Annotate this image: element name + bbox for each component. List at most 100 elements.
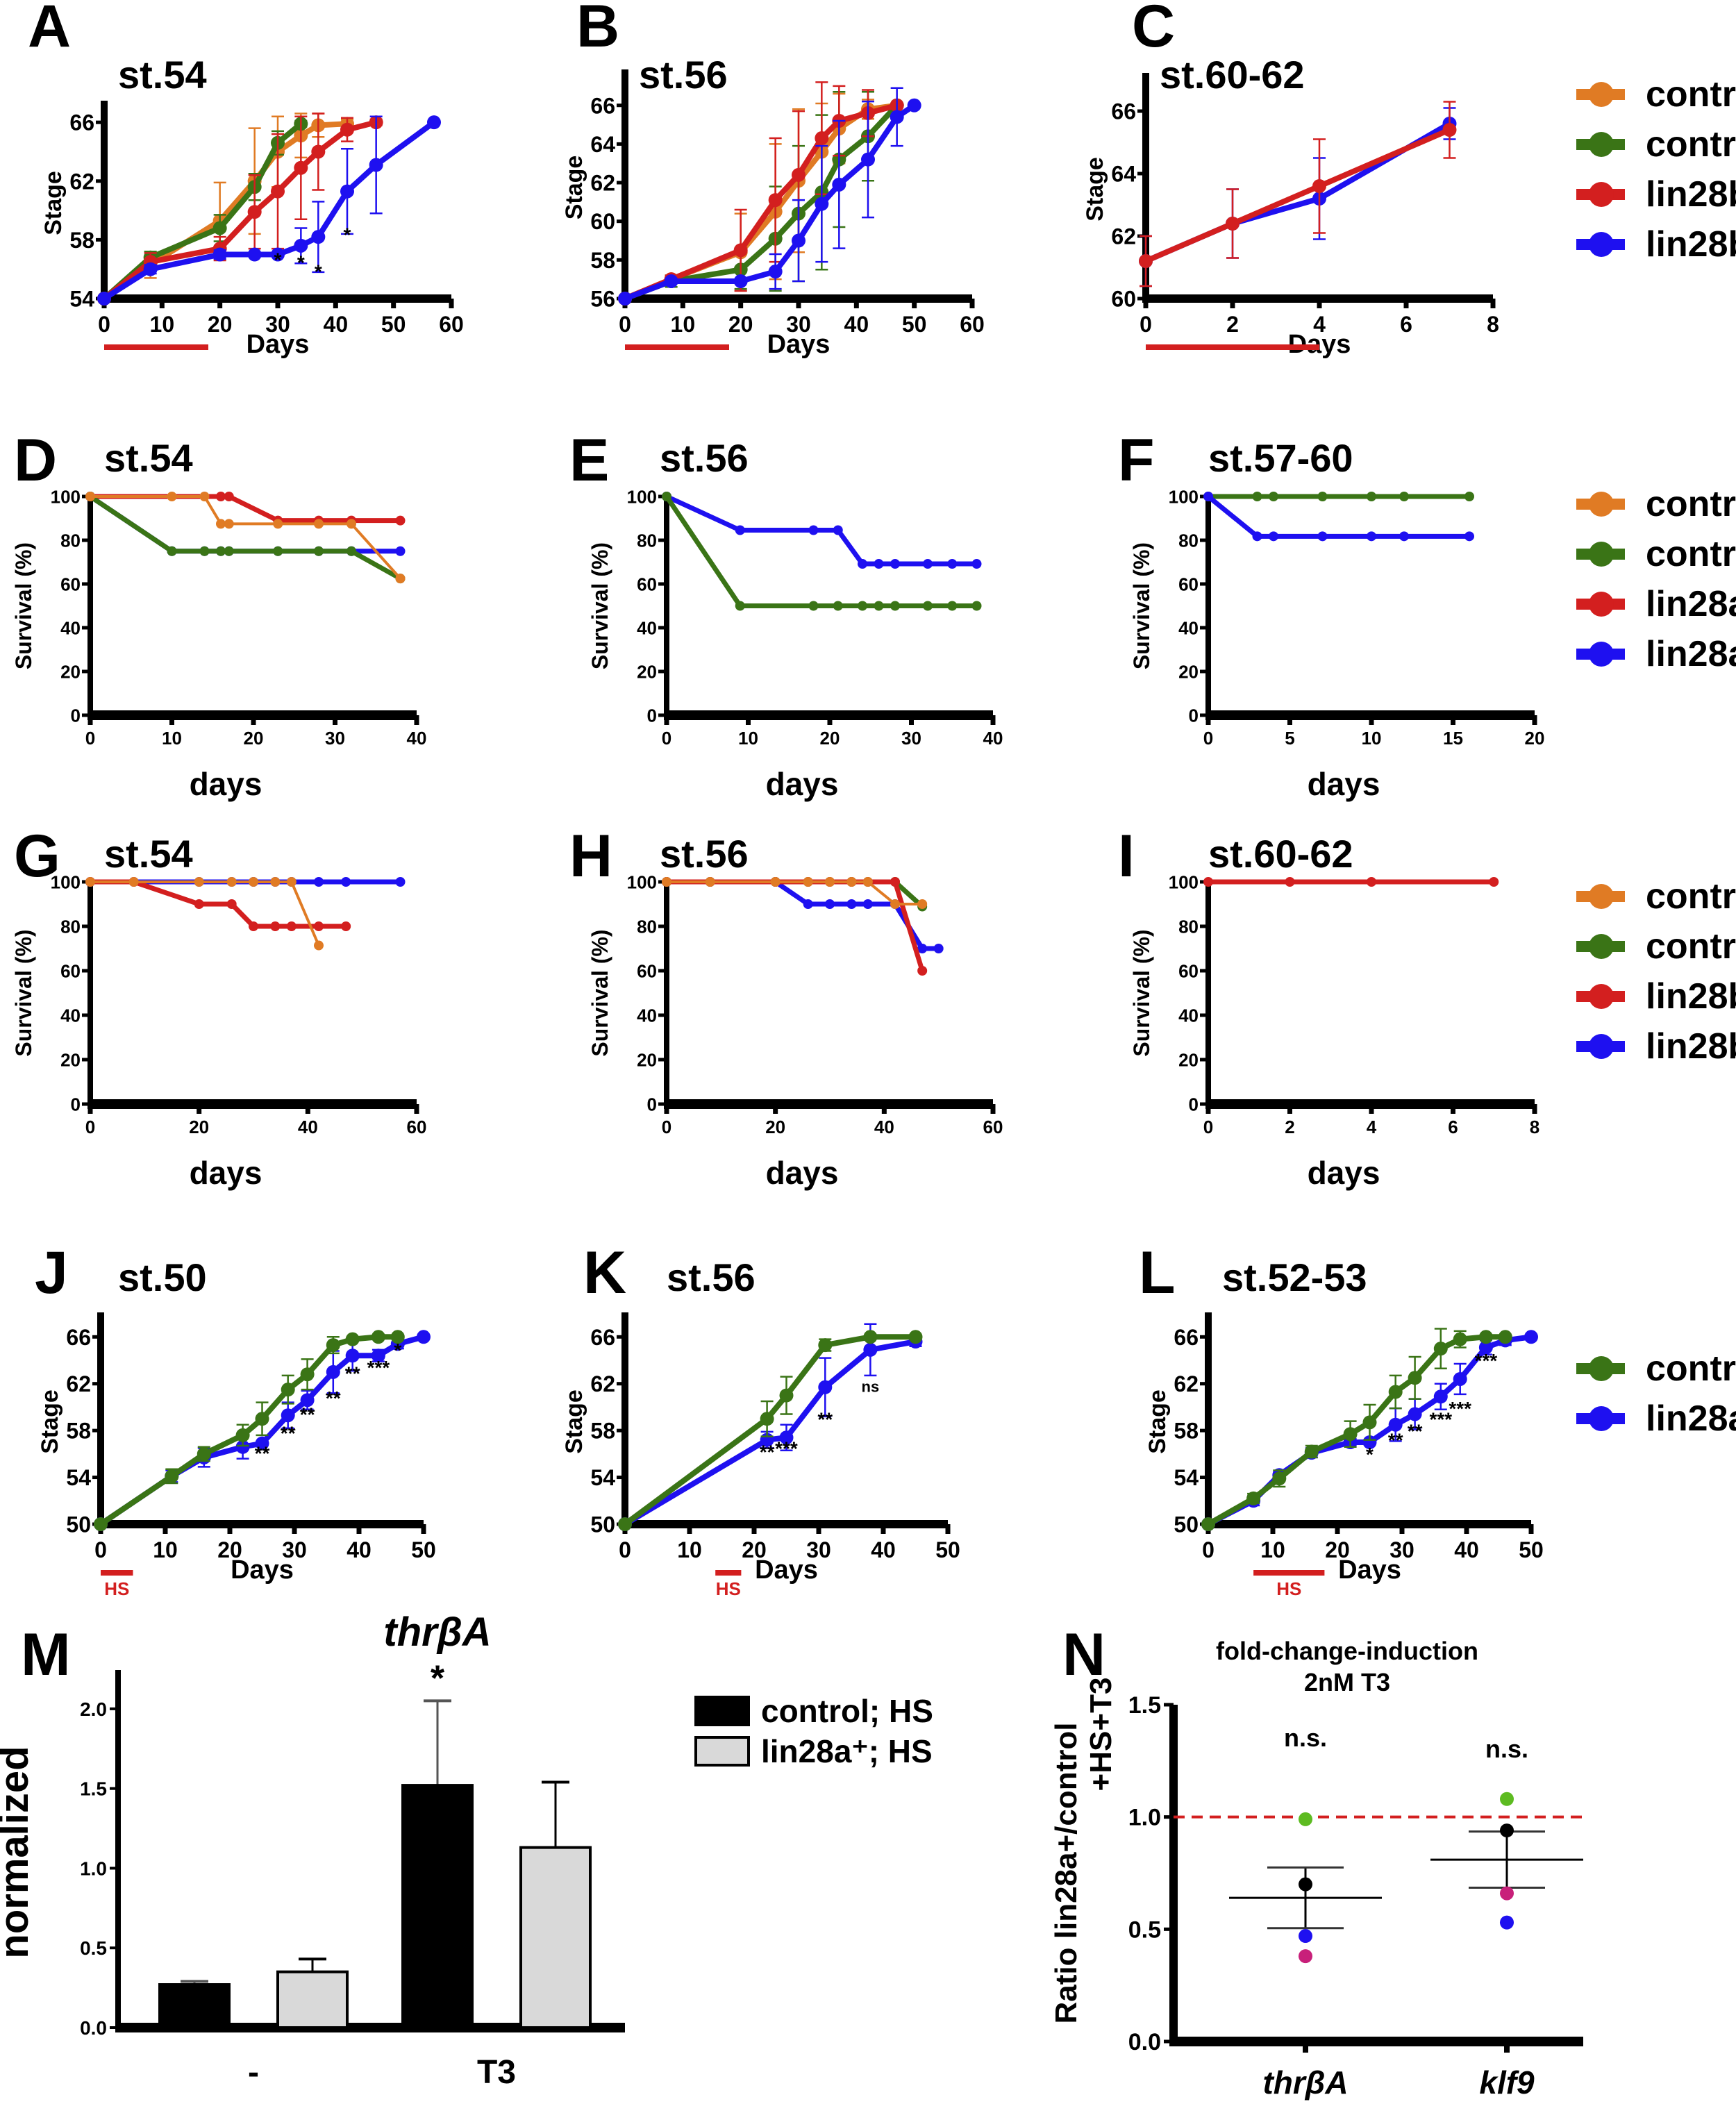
data-point xyxy=(733,243,748,258)
legend-item: lin28b+; HS xyxy=(1576,1021,1736,1071)
x-tick-label: 60 xyxy=(407,1117,427,1137)
x-axis-label: days xyxy=(766,1155,839,1191)
bar xyxy=(401,1784,474,2029)
category-label: T3 xyxy=(477,2054,516,2091)
data-point xyxy=(1317,492,1328,501)
category-label: - xyxy=(248,2054,259,2091)
panel-subtitle: st.56 xyxy=(639,53,728,97)
significance-label: *** xyxy=(1449,1398,1471,1419)
data-point xyxy=(1388,1385,1403,1399)
legend-row3: control control; HS lin28b+ lin28b+; HS xyxy=(1576,871,1736,1071)
data-point xyxy=(1299,1949,1312,1964)
y-tick-label: 20 xyxy=(1178,1049,1199,1070)
data-point xyxy=(326,1364,340,1379)
series-lin28a-hs xyxy=(1203,492,1474,542)
legend-label: lin28a⁺; HS xyxy=(761,1733,933,1769)
x-tick-label: 40 xyxy=(324,312,349,337)
data-point xyxy=(907,98,921,112)
significance-label: * xyxy=(315,260,322,282)
y-tick-label: 40 xyxy=(60,1005,81,1026)
significance-label: * xyxy=(431,1658,445,1698)
y-tick-label: 0 xyxy=(71,705,81,726)
data-point xyxy=(247,247,262,262)
data-point xyxy=(249,877,258,887)
data-point xyxy=(705,877,715,887)
series-line xyxy=(624,103,916,301)
x-axis-label: days xyxy=(190,1155,262,1191)
x-tick-label: 50 xyxy=(902,312,927,337)
x-tick-label: 6 xyxy=(1448,1117,1458,1137)
data-point xyxy=(128,877,139,887)
series-lin28b- xyxy=(1139,101,1457,287)
y-axis-label: Stage xyxy=(37,1389,63,1454)
x-tick-label: 40 xyxy=(871,1537,896,1562)
y-tick-label: 62 xyxy=(69,169,94,194)
x-tick-label: 50 xyxy=(1519,1537,1544,1562)
data-point xyxy=(226,877,237,887)
legend-swatch xyxy=(1576,983,1625,1010)
y-tick-label: 40 xyxy=(637,1005,657,1026)
data-point xyxy=(792,167,806,182)
legend-label: control xyxy=(1646,74,1736,115)
data-point xyxy=(235,1439,250,1454)
legend-item: lin28a⁺; HS xyxy=(694,1731,933,1771)
y-tick-label: 80 xyxy=(637,916,657,937)
y-tick-label: 66 xyxy=(590,93,615,118)
data-point xyxy=(808,525,819,535)
series-line xyxy=(1144,127,1451,264)
series-lin28b-hs xyxy=(618,87,921,306)
chart-svg: 54 58 62 66 0 10 20 30 40 50 60 Days Stage * * * * xyxy=(40,101,464,359)
y-tick-label: 62 xyxy=(590,171,615,196)
data-point xyxy=(760,1412,774,1426)
series-line xyxy=(624,102,898,301)
data-point xyxy=(194,899,204,909)
y-tick-label: 50 xyxy=(590,1512,615,1537)
chart-svg: 56 58 60 62 64 66 0 10 20 30 40 50 60 Days Stage xyxy=(561,69,985,359)
data-point xyxy=(326,1338,340,1353)
y-tick-label: 0 xyxy=(1189,705,1199,726)
legend-swatch xyxy=(1576,1405,1625,1433)
legend-label: control; HS xyxy=(1646,534,1736,574)
chart-svg: 0 20 40 60 80 100 0 10 20 30 40 days Survival (%) xyxy=(587,486,1003,802)
bar xyxy=(276,1970,349,2029)
data-point xyxy=(1478,1340,1493,1355)
data-point xyxy=(1246,1491,1261,1505)
x-axis-label: days xyxy=(766,766,839,802)
y-tick-label: 54 xyxy=(590,1465,615,1490)
legend-item: lin28a+ xyxy=(1576,579,1736,629)
y-tick-label: 80 xyxy=(1178,530,1199,551)
y-tick-label: 62 xyxy=(1111,224,1136,249)
y-tick-label: 60 xyxy=(60,960,81,981)
legend-item: control; HS xyxy=(1576,1344,1736,1394)
data-point xyxy=(1453,1332,1467,1346)
data-point xyxy=(862,877,873,887)
data-point xyxy=(803,877,813,887)
data-point xyxy=(270,921,281,931)
x-axis-label: Days xyxy=(1338,1555,1401,1585)
y-tick-label: 66 xyxy=(66,1325,91,1350)
x-tick-label: 0 xyxy=(1203,728,1213,749)
data-point xyxy=(271,184,285,199)
chart-svg: 0.0 0.5 1.0 1.5 2.0 normalized thrβA - T3 * xyxy=(0,1610,625,2091)
data-point xyxy=(273,519,283,529)
data-point xyxy=(314,877,324,887)
bar xyxy=(519,1846,592,2029)
data-point xyxy=(1408,1407,1422,1421)
panel-subtitle: st.56 xyxy=(660,436,749,480)
data-point xyxy=(1500,1886,1514,1901)
data-point xyxy=(255,1412,269,1426)
y-tick-label: 54 xyxy=(1174,1465,1199,1490)
y-tick-label: 0.5 xyxy=(1128,1917,1161,1943)
data-point xyxy=(662,877,671,887)
y-tick-label: 58 xyxy=(1174,1419,1199,1444)
series-lin28b-hs xyxy=(97,115,441,306)
legend-swatch xyxy=(1576,490,1625,518)
y-tick-label: 60 xyxy=(637,960,657,981)
series-lin28b- xyxy=(618,81,904,306)
data-point xyxy=(216,519,226,529)
data-point xyxy=(792,233,806,248)
series-control-hs xyxy=(1203,492,1474,501)
y-axis-label: Ratio lin28a+/control xyxy=(1049,1723,1083,2024)
